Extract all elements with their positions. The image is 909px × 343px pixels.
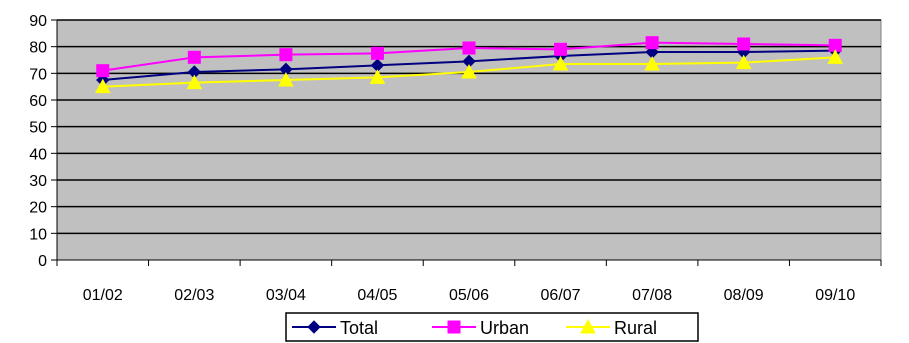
legend-marker-urban — [447, 320, 461, 334]
legend-label-urban: Urban — [480, 318, 529, 338]
legend-marker-rural — [580, 318, 596, 334]
data-point-rural — [644, 55, 660, 71]
legend-marker-total — [307, 320, 321, 334]
x-tick-label: 03/04 — [266, 287, 306, 304]
data-point-rural — [461, 63, 477, 79]
data-point-rural — [94, 78, 111, 94]
data-point-rural — [278, 71, 294, 87]
y-axis-ticks: 0 10 20 30 40 50 60 70 80 90 — [29, 13, 57, 270]
data-point-urban — [737, 37, 751, 51]
series-urban — [96, 36, 842, 78]
gridlines — [57, 19, 881, 235]
data-point-urban — [554, 42, 568, 56]
data-point-urban — [279, 48, 293, 62]
data-point-rural — [369, 69, 386, 84]
data-point-rural — [186, 74, 203, 90]
data-point-rural — [827, 49, 844, 64]
x-tick-label: 05/06 — [449, 287, 489, 304]
x-tick-label: 04/05 — [357, 287, 397, 304]
x-tick-label: 08/09 — [724, 287, 764, 304]
y-tick-label: 70 — [29, 66, 47, 83]
x-tick-label: 01/02 — [83, 287, 123, 304]
data-point-rural — [552, 55, 569, 71]
x-axis-ticks: 01/02 02/03 03/04 04/05 05/06 06/07 07/08 08/09… — [56, 260, 882, 304]
series-rural — [94, 49, 844, 94]
legend-label-total: Total — [340, 318, 378, 338]
x-tick-label: 02/03 — [174, 287, 214, 304]
y-tick-label: 90 — [29, 13, 47, 30]
legend-label-rural: Rural — [614, 318, 657, 338]
axes — [56, 20, 881, 261]
y-tick-label: 40 — [29, 146, 47, 163]
y-tick-label: 30 — [29, 173, 47, 190]
data-point-urban — [187, 50, 201, 64]
legend: Total Urban Rural — [285, 312, 699, 342]
x-tick-label: 06/07 — [541, 287, 581, 304]
y-tick-label: 20 — [29, 200, 47, 217]
x-tick-label: 09/10 — [815, 287, 855, 304]
data-point-urban — [462, 41, 476, 55]
y-tick-label: 50 — [29, 120, 47, 137]
data-point-urban — [645, 36, 659, 50]
y-tick-label: 10 — [29, 226, 47, 243]
data-point-urban — [96, 64, 110, 78]
data-point-urban — [370, 46, 384, 60]
y-tick-label: 60 — [29, 93, 47, 110]
y-tick-label: 0 — [38, 253, 47, 270]
legend-box — [285, 312, 699, 342]
series-group — [94, 36, 844, 94]
data-point-rural — [735, 54, 752, 70]
y-tick-label: 80 — [29, 40, 47, 57]
x-tick-label: 07/08 — [632, 287, 672, 304]
